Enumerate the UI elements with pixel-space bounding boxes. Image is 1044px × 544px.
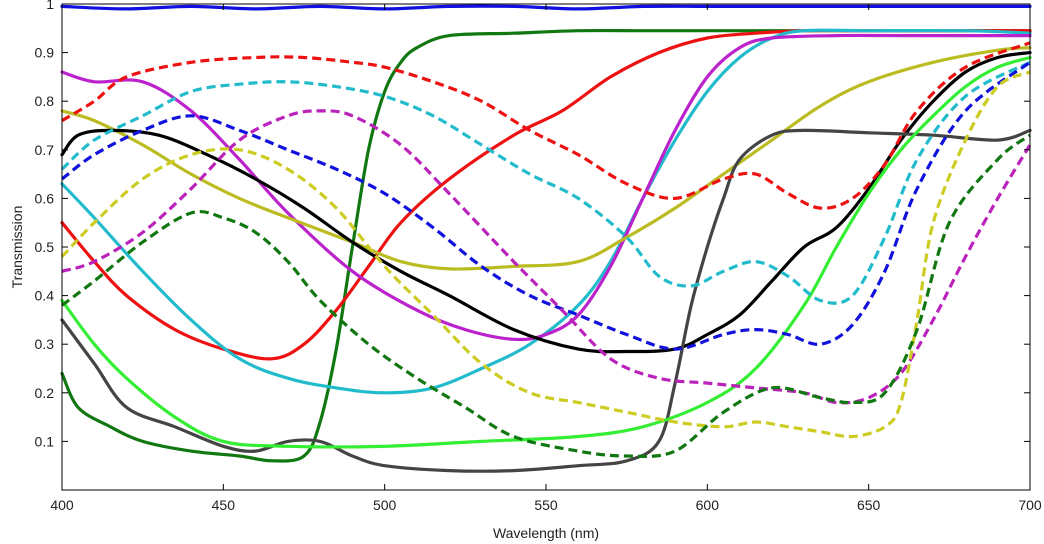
y-tick-label-0.9: 0.9 <box>35 45 55 61</box>
series-line-3-solid <box>60 28 1032 361</box>
series-line-5-solid <box>60 33 1032 342</box>
x-axis-title: Wavelength (nm) <box>493 525 599 541</box>
series-line-12-dashed <box>61 61 1031 351</box>
y-tick-label-0.3: 0.3 <box>35 336 55 352</box>
y-tick-label-1: 1 <box>46 0 54 12</box>
x-tick-label-650: 650 <box>857 497 881 513</box>
series-line-13-dashed <box>61 109 1032 405</box>
series-line-4-solid <box>60 28 1032 395</box>
y-tick-label-0.8: 0.8 <box>35 93 55 109</box>
series-layer <box>60 4 1032 473</box>
y-tick-label-0.7: 0.7 <box>35 142 55 158</box>
x-tick-label-600: 600 <box>696 497 720 513</box>
series-line-2-solid <box>60 28 1032 463</box>
tick-layer: 400 450 500 550 600 650 700 0.1 0.2 0.3 0.4 0.5 0.6 0… <box>35 0 1042 513</box>
series-line-11-dashed <box>60 60 1031 305</box>
y-tick-label-0.2: 0.2 <box>35 385 55 401</box>
y-tick-label-0.5: 0.5 <box>35 239 55 255</box>
y-tick-label-0.6: 0.6 <box>35 190 55 206</box>
y-axis-title: Transmission <box>9 206 25 289</box>
series-line-10-dashed <box>61 41 1031 210</box>
series-line-14-dashed <box>60 70 1031 439</box>
series-line-7-solid <box>60 51 1032 354</box>
x-tick-label-500: 500 <box>373 497 397 513</box>
series-line-15-dashed <box>61 133 1031 458</box>
y-tick-label-0.4: 0.4 <box>35 288 55 304</box>
x-tick-label-400: 400 <box>50 497 74 513</box>
series-line-9-solid <box>60 55 1032 449</box>
series-line-8-solid <box>60 128 1032 473</box>
y-tick-label-0.1: 0.1 <box>35 433 55 449</box>
x-tick-label-550: 550 <box>534 497 558 513</box>
x-tick-label-450: 450 <box>212 497 236 513</box>
x-tick-label-700: 700 <box>1018 497 1042 513</box>
